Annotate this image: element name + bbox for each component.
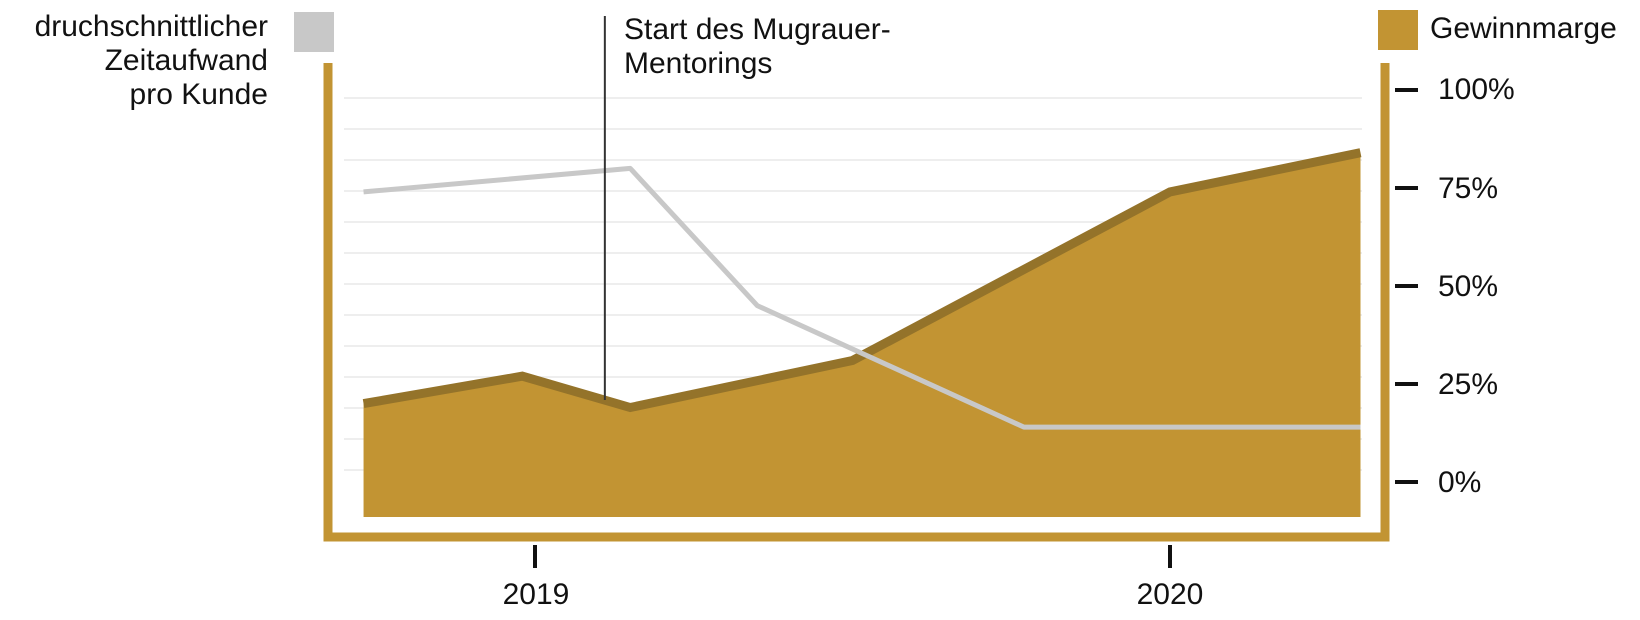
y-tick-label-100: 100% xyxy=(1438,73,1515,106)
event-annotation-line-1: Start des Mugrauer- xyxy=(624,13,891,46)
time-legend-label: druchschnittlicher Zeitaufwand pro Kunde xyxy=(0,10,268,112)
margin-legend-label: Gewinnmarge xyxy=(1430,12,1617,45)
margin-area-edge xyxy=(362,148,1362,413)
y-tick-label-0: 0% xyxy=(1438,466,1482,499)
time-line-layer xyxy=(363,165,1361,430)
time-legend-line-1: druchschnittlicher xyxy=(34,10,268,43)
x-tick-label-2020: 2020 xyxy=(1136,578,1204,611)
chart-frame-border xyxy=(323,63,1390,542)
chart-frame xyxy=(323,63,1390,542)
axis-ticks xyxy=(533,88,1418,568)
margin-area-layer xyxy=(362,148,1362,517)
margin-legend-swatch xyxy=(1378,10,1418,50)
event-annotation-line-2: Mentorings xyxy=(624,47,773,80)
y-tick-label-25: 25% xyxy=(1438,368,1499,401)
time-legend-line-3: pro Kunde xyxy=(129,78,268,111)
y-tick-label-50: 50% xyxy=(1438,270,1499,303)
time-legend-swatch xyxy=(294,12,334,52)
margin-area xyxy=(363,152,1361,517)
time-legend-line-2: Zeitaufwand xyxy=(104,44,268,77)
x-tick-label-2019: 2019 xyxy=(502,578,570,611)
event-annotation: Start des Mugrauer- Mentorings xyxy=(624,13,891,81)
y-tick-label-75: 75% xyxy=(1438,172,1499,205)
